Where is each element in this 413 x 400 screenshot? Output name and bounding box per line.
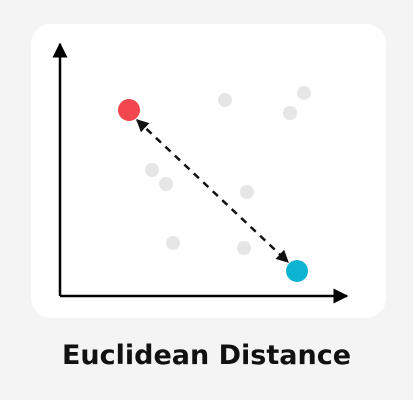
distance-connector (136, 119, 289, 263)
background-points (145, 86, 311, 255)
diagram-caption: Euclidean Distance (61, 340, 352, 371)
background-point (159, 177, 173, 191)
background-point (240, 185, 254, 199)
background-point (166, 236, 180, 250)
background-point (237, 241, 251, 255)
point-a (118, 99, 140, 121)
background-point (283, 106, 297, 120)
background-point (218, 93, 232, 107)
point-b (286, 260, 308, 282)
background-point (145, 163, 159, 177)
background-point (297, 86, 311, 100)
